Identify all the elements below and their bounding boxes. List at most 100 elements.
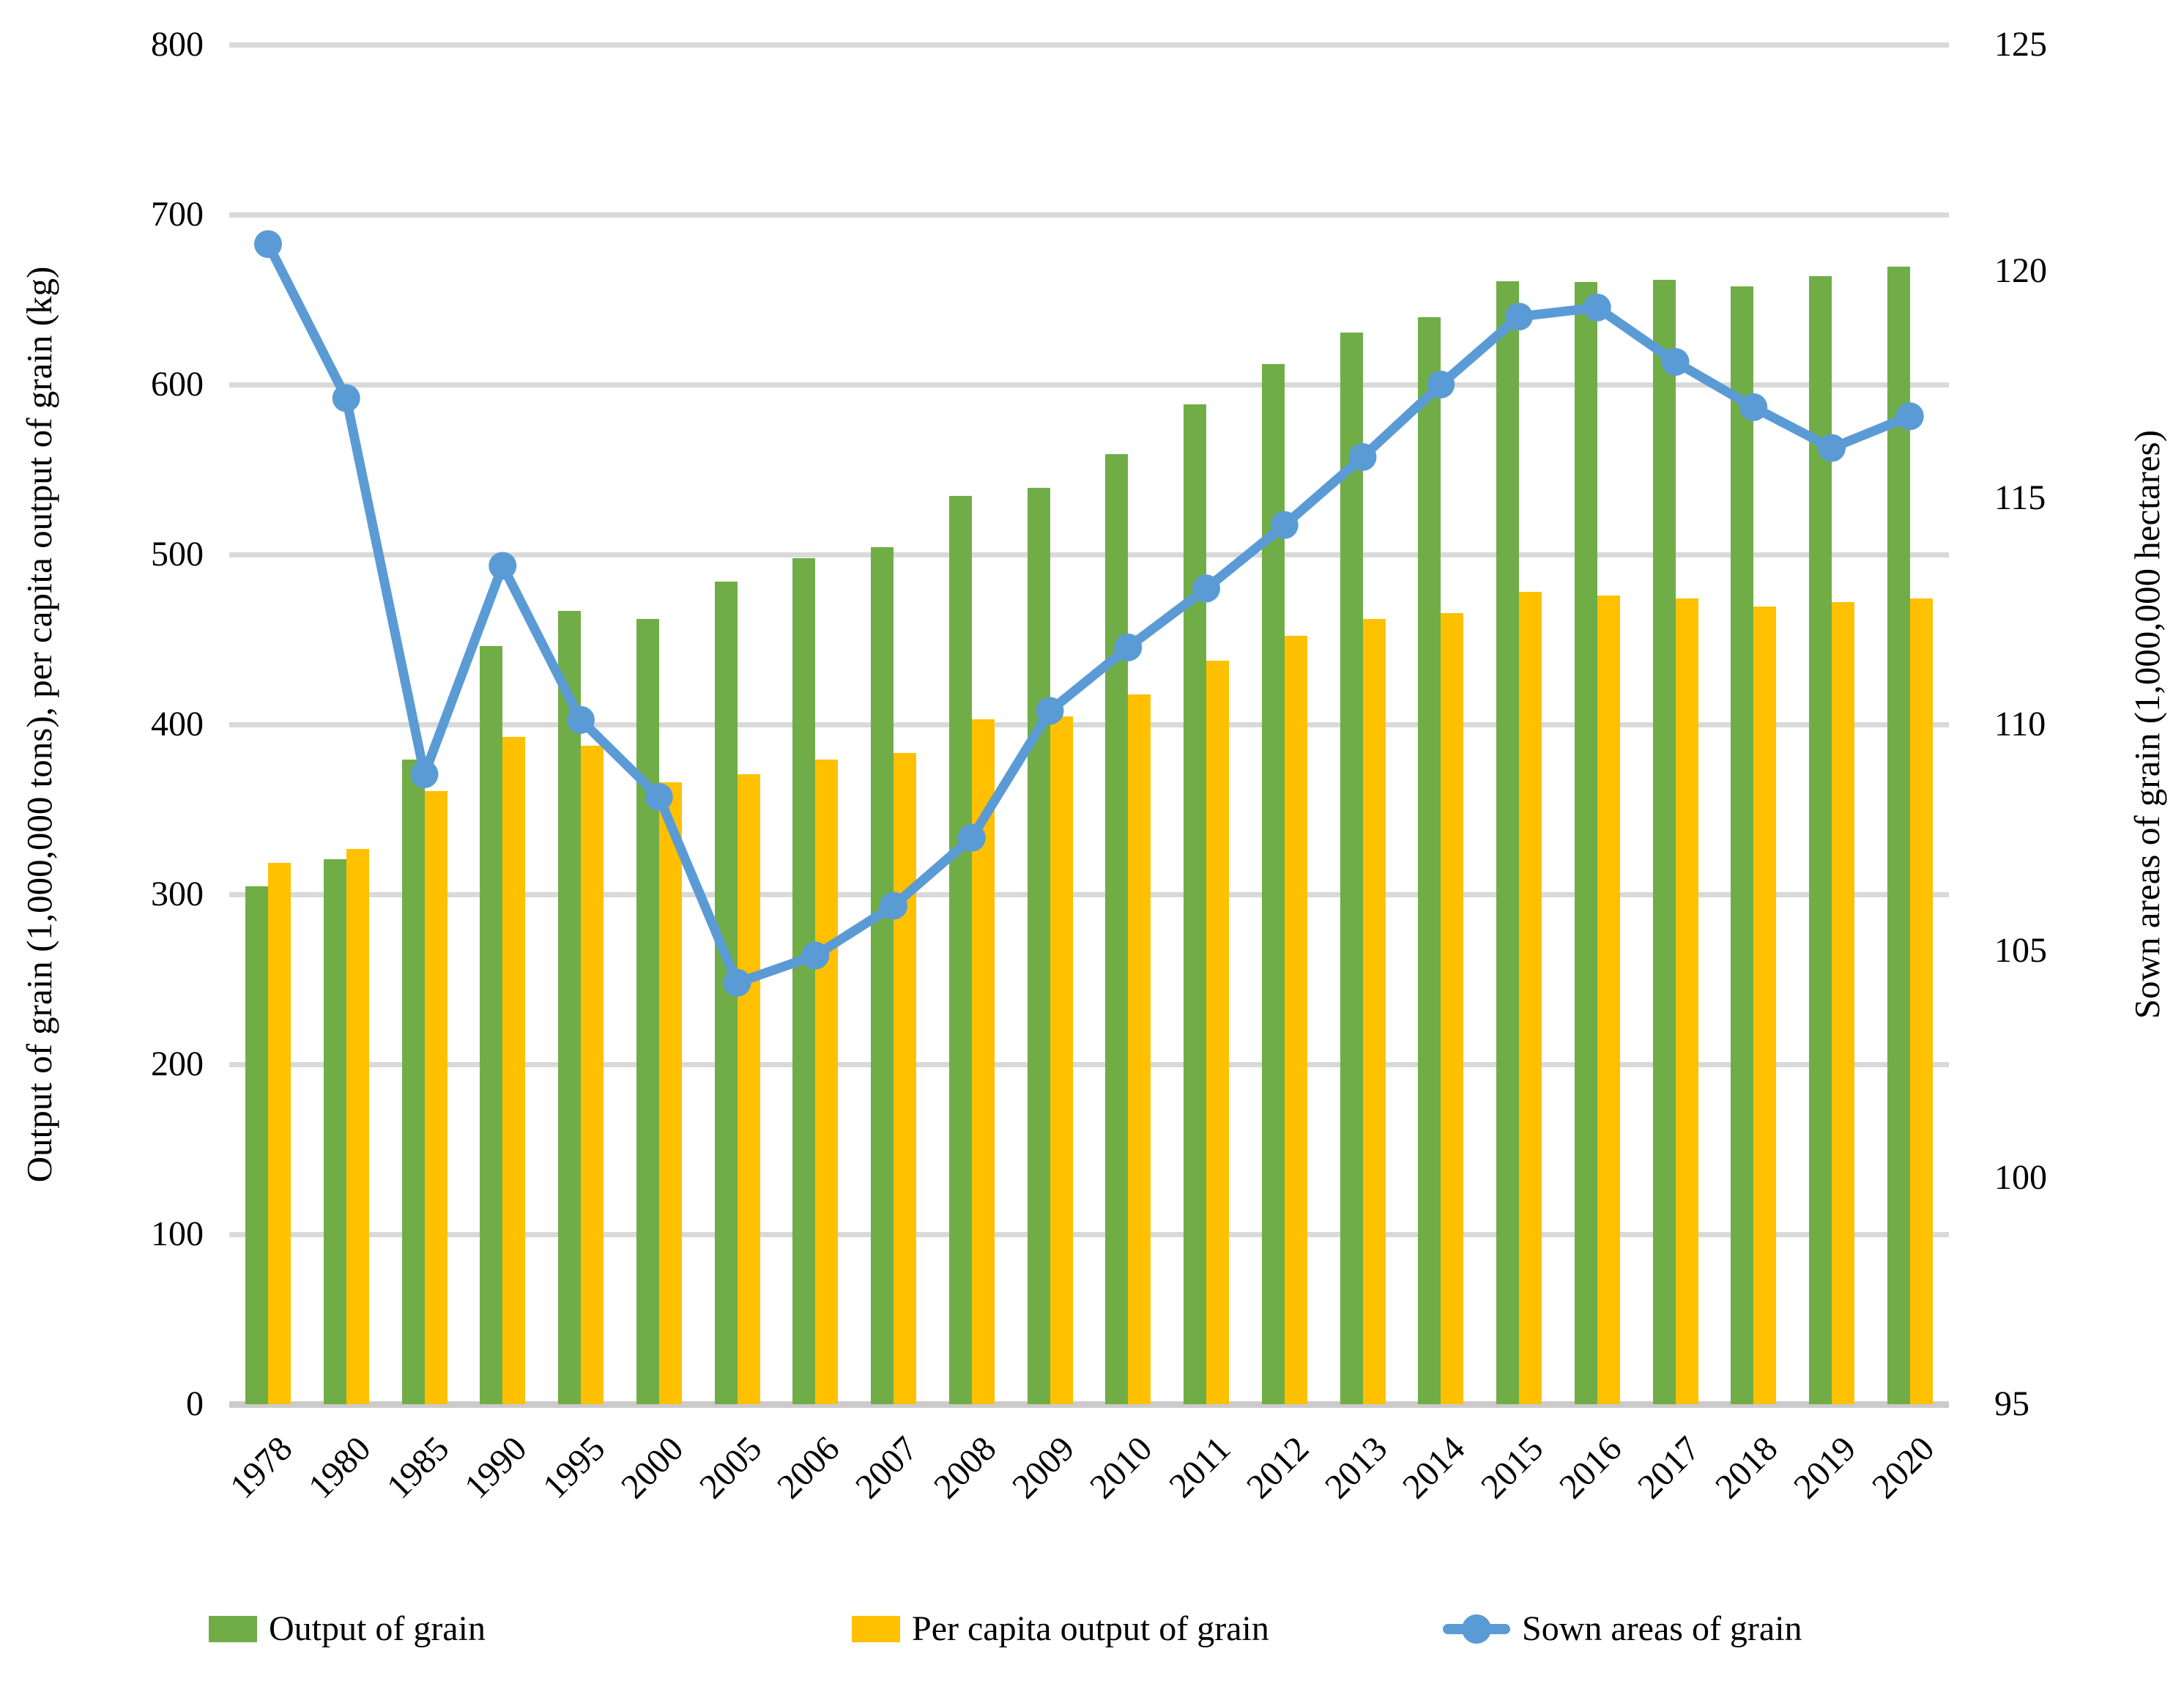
- legend-item-output-of-grain: Output of grain: [209, 1609, 486, 1650]
- per-capita-bar: [1753, 607, 1777, 1404]
- left-axis-tick-label: 200: [151, 1045, 204, 1083]
- gridline: [229, 722, 1949, 727]
- per-capita-bar: [815, 760, 839, 1404]
- gridline: [229, 212, 1949, 218]
- left-axis-tick-label: 400: [151, 705, 204, 743]
- sown-areas-marker: [332, 384, 360, 412]
- legend-label: Per capita output of grain: [912, 1609, 1269, 1648]
- per-capita-output-swatch-icon: [852, 1616, 900, 1642]
- right-axis-tick-label: 95: [1994, 1384, 2029, 1423]
- left-axis-tick-label: 800: [151, 25, 204, 64]
- gridline: [229, 552, 1949, 557]
- sown-areas-marker: [410, 760, 439, 789]
- right-axis-tick-label: 100: [1994, 1157, 2047, 1197]
- sown-areas-marker: [1661, 348, 1690, 377]
- output-of-grain-swatch-icon: [209, 1616, 257, 1642]
- sown-areas-marker: [645, 782, 673, 811]
- per-capita-bar: [1362, 618, 1386, 1404]
- gridline: [229, 42, 1949, 48]
- sown-areas-marker: [957, 823, 986, 852]
- sown-areas-marker: [1895, 402, 1924, 431]
- output-bar: [1418, 316, 1441, 1404]
- per-capita-bar: [1909, 598, 1933, 1404]
- sown-areas-marker: [1348, 442, 1377, 471]
- per-capita-bar: [346, 849, 369, 1404]
- sown-areas-line: [263, 239, 1915, 988]
- sown-areas-marker: [801, 941, 830, 970]
- right-axis-tick-label: 120: [1994, 251, 2047, 291]
- output-bar: [401, 760, 425, 1404]
- per-capita-bar: [737, 774, 760, 1404]
- left-axis-tick-label: 700: [151, 195, 204, 234]
- output-bar: [1731, 286, 1754, 1404]
- output-bar: [1887, 266, 1910, 1404]
- left-axis-tick-label: 600: [151, 365, 204, 404]
- output-bar: [480, 645, 503, 1404]
- per-capita-bar: [502, 736, 526, 1404]
- output-bar: [245, 886, 268, 1404]
- sown-areas-marker: [1270, 511, 1299, 539]
- per-capita-bar: [894, 752, 916, 1404]
- output-bar: [871, 547, 894, 1404]
- sown-areas-line-swatch-icon: [1443, 1614, 1510, 1644]
- sown-areas-marker: [1036, 697, 1064, 725]
- per-capita-bar: [1597, 595, 1620, 1404]
- left-axis-tick-label: 500: [151, 535, 204, 574]
- gridline: [229, 892, 1949, 897]
- output-bar: [1105, 453, 1129, 1404]
- sown-areas-marker: [880, 891, 907, 920]
- sown-areas-marker: [489, 552, 517, 580]
- right-axis-tick-label: 125: [1994, 25, 2047, 64]
- per-capita-bar: [581, 746, 603, 1404]
- right-axis-tick-label: 115: [1994, 478, 2046, 517]
- output-bar: [1184, 404, 1206, 1404]
- output-bar: [1027, 487, 1050, 1404]
- output-bar: [948, 496, 972, 1404]
- gridline: [229, 1062, 1949, 1067]
- per-capita-bar: [1675, 598, 1698, 1404]
- per-capita-bar: [268, 862, 291, 1404]
- sown-areas-marker: [1427, 371, 1455, 398]
- sown-areas-marker: [723, 968, 751, 997]
- per-capita-bar: [658, 782, 682, 1404]
- sown-areas-marker: [1739, 393, 1768, 421]
- per-capita-bar: [1519, 592, 1542, 1404]
- output-bar: [1574, 281, 1597, 1404]
- per-capita-bar: [1832, 601, 1854, 1404]
- right-axis-tick-label: 105: [1994, 931, 2047, 971]
- sown-areas-marker: [567, 705, 595, 734]
- output-bar: [558, 611, 581, 1404]
- gridline: [229, 1232, 1949, 1237]
- output-bar: [1496, 281, 1519, 1404]
- output-bar: [792, 557, 816, 1404]
- sown-areas-marker: [1583, 293, 1611, 322]
- legend-item-sown-areas: Sown areas of grain: [1443, 1609, 1802, 1650]
- right-axis-tick-label: 110: [1994, 705, 2046, 743]
- legend-item-per-capita-output: Per capita output of grain: [852, 1609, 1269, 1650]
- left-axis-tick-label: 100: [151, 1214, 204, 1253]
- output-bar: [636, 618, 659, 1404]
- per-capita-bar: [1441, 613, 1464, 1404]
- output-bar: [1809, 275, 1832, 1404]
- line-marker-icon: [1462, 1614, 1491, 1644]
- legend-label: Output of grain: [269, 1609, 486, 1648]
- left-axis-tick-label: 0: [186, 1384, 204, 1423]
- per-capita-bar: [1128, 694, 1151, 1404]
- per-capita-bar: [1284, 635, 1307, 1404]
- sown-areas-marker: [1192, 574, 1220, 603]
- sown-areas-marker: [1114, 633, 1143, 661]
- sown-areas-marker: [1505, 303, 1533, 331]
- output-bar: [1652, 280, 1676, 1404]
- gridline: [229, 382, 1949, 387]
- sown-areas-marker: [254, 230, 282, 259]
- per-capita-bar: [424, 790, 447, 1404]
- output-bar: [1340, 333, 1363, 1404]
- legend-label: Sown areas of grain: [1522, 1609, 1802, 1648]
- left-axis-tick-label: 300: [151, 875, 204, 913]
- output-bar: [323, 859, 346, 1404]
- x-axis-line: [229, 1401, 1949, 1408]
- sown-areas-marker: [1818, 434, 1846, 462]
- per-capita-bar: [1050, 716, 1073, 1404]
